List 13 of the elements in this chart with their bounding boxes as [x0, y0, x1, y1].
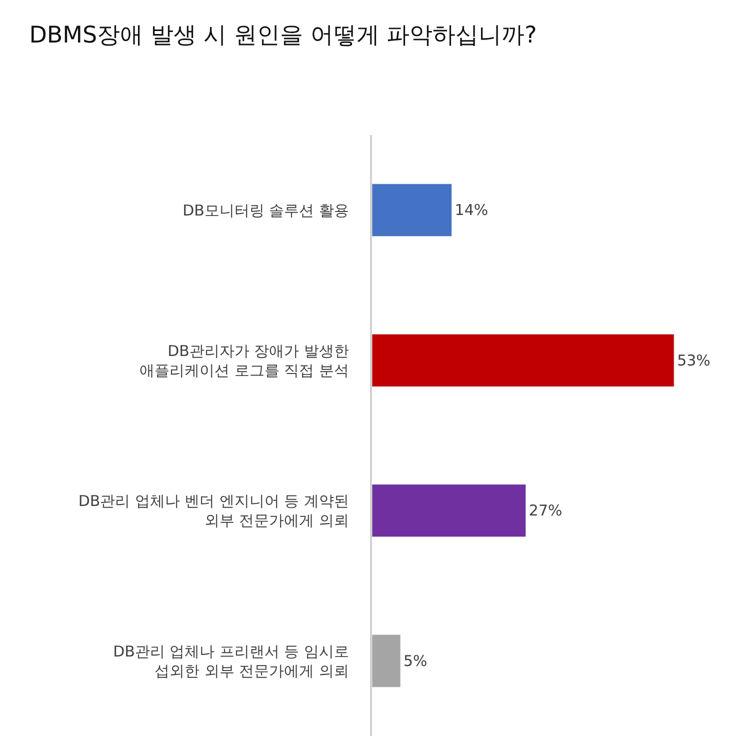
data-label: 14%	[454, 201, 488, 220]
y-tick-label: DB모니터링 솔루션 활용	[182, 201, 349, 220]
y-tick-label: DB관리자가 장애가 발생한 애플리케이션 로그를 직접 분석	[140, 342, 349, 380]
y-tick-label: DB관리 업체나 프리랜서 등 임시로 섭외한 외부 전문가에게 의뢰	[113, 642, 349, 680]
data-label: 5%	[404, 652, 428, 670]
data-label: 53%	[677, 351, 710, 370]
data-label: 27%	[528, 502, 562, 520]
chart-title: DBMS장애 발생 시 원인을 어떻게 파악하십니까?	[29, 22, 537, 49]
bar	[372, 484, 526, 538]
y-tick-label: DB관리 업체나 벤더 엔지니어 등 계약된 외부 전문가에게 의뢰	[78, 492, 349, 530]
bar	[372, 334, 674, 387]
bar	[372, 184, 452, 237]
bar	[372, 634, 401, 688]
